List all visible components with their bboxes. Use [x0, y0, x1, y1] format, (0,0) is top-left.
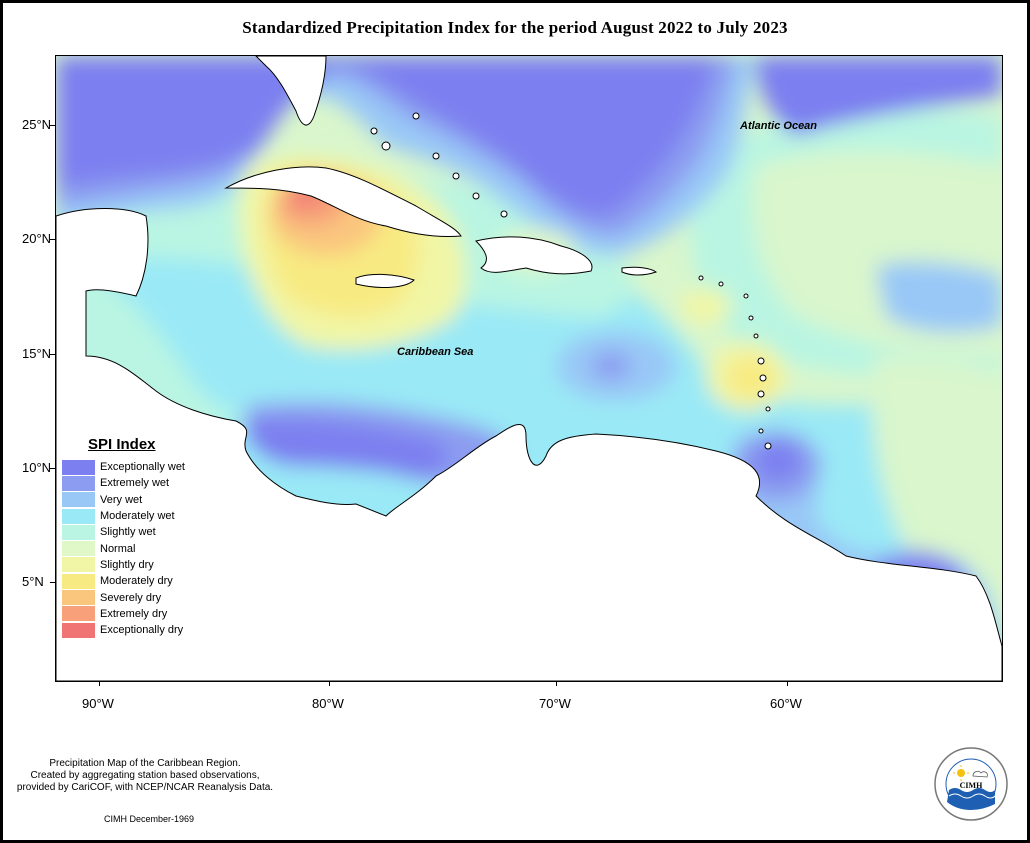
legend-swatch	[62, 508, 95, 524]
legend-swatch	[62, 475, 95, 491]
puerto-rico-land	[621, 266, 658, 276]
legend-item: Slightly dry	[62, 557, 202, 573]
atlantic-ocean-label: Atlantic Ocean	[740, 120, 818, 132]
spi-legend: SPI Index Exceptionally wet Extremely wet…	[62, 436, 202, 638]
caribbean-sea-label: Caribbean Sea	[397, 346, 474, 358]
lon-tick-60w: 60°W	[770, 696, 802, 711]
map-title: Standardized Precipitation Index for the…	[242, 18, 788, 37]
legend-swatch	[62, 590, 95, 606]
legend-item: Normal	[62, 540, 202, 557]
jamaica-land	[355, 273, 415, 288]
small-islands	[370, 112, 772, 450]
lon-tick-mark	[329, 681, 330, 686]
legend-item: Moderately dry	[62, 573, 202, 589]
footnote-line-1: Precipitation Map of the Caribbean Regio…	[49, 758, 241, 769]
footnote-line-2: Created by aggregating station based obs…	[30, 770, 260, 781]
lat-tick-mark	[50, 354, 55, 355]
legend-swatch	[62, 524, 95, 540]
lon-tick-80w: 80°W	[312, 696, 344, 711]
legend-label: Slightly wet	[100, 526, 156, 539]
lat-tick-5n: 5°N	[22, 574, 44, 589]
lat-tick-mark	[50, 239, 55, 240]
lon-tick-90w: 90°W	[82, 696, 114, 711]
legend-label: Very wet	[100, 493, 143, 506]
hispaniola-land	[475, 236, 593, 275]
legend-item: Severely dry	[62, 589, 202, 606]
lat-tick-15n: 15°N	[22, 346, 52, 361]
legend-item: Extremely dry	[62, 606, 202, 622]
legend-label: Exceptionally dry	[100, 624, 184, 637]
spi-map-canvas	[56, 56, 1002, 681]
lat-tick-mark	[50, 125, 55, 126]
legend-rows: Exceptionally wet Extremely wet Very wet Mo…	[62, 459, 202, 638]
cimh-logo-text: CIMH	[960, 781, 983, 790]
legend-label: Extremely wet	[100, 477, 170, 490]
legend-label: Severely dry	[100, 591, 162, 604]
legend-item: Exceptionally dry	[62, 622, 202, 638]
legend-label: Moderately wet	[100, 510, 175, 523]
land-masses	[56, 56, 1002, 681]
legend-swatch	[62, 606, 95, 622]
date-stamp: CIMH December-1969	[104, 814, 195, 824]
cimh-logo: CIMH	[933, 746, 1009, 822]
cimh-logo-icon: CIMH	[934, 747, 1008, 821]
legend-swatch	[62, 573, 95, 589]
lon-tick-mark	[99, 681, 100, 686]
lon-tick-70w: 70°W	[539, 696, 571, 711]
lat-tick-mark	[50, 582, 55, 583]
legend-item: Extremely wet	[62, 475, 202, 491]
lon-tick-mark	[556, 681, 557, 686]
legend-swatch	[62, 541, 95, 557]
legend-swatch	[62, 492, 95, 508]
legend-label: Exceptionally wet	[100, 461, 185, 474]
lon-tick-mark	[787, 681, 788, 686]
footnote: Precipitation Map of the Caribbean Regio…	[0, 758, 290, 794]
legend-item: Slightly wet	[62, 524, 202, 540]
lat-tick-20n: 20°N	[22, 231, 52, 246]
lat-tick-10n: 10°N	[22, 460, 52, 475]
legend-item: Exceptionally wet	[62, 459, 202, 475]
legend-swatch	[62, 557, 95, 573]
legend-title: SPI Index	[88, 436, 156, 453]
spi-map	[55, 55, 1003, 682]
florida-land	[255, 56, 327, 126]
cuba-land	[224, 166, 462, 237]
legend-label: Extremely dry	[100, 607, 168, 620]
legend-swatch	[62, 622, 95, 638]
lat-tick-25n: 25°N	[22, 117, 52, 132]
mainland-land	[56, 208, 1002, 681]
legend-item: Moderately wet	[62, 508, 202, 524]
legend-label: Moderately dry	[100, 575, 173, 588]
legend-label: Slightly dry	[100, 558, 154, 571]
legend-label: Normal	[100, 542, 136, 555]
footnote-line-3: provided by CariCOF, with NCEP/NCAR Rean…	[16, 782, 274, 793]
legend-item: Very wet	[62, 492, 202, 508]
legend-swatch	[62, 459, 95, 475]
lat-tick-mark	[50, 468, 55, 469]
